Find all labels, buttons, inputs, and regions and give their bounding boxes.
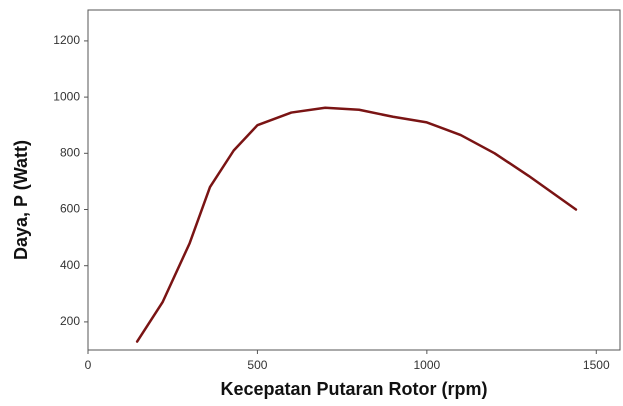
y-tick-label: 1000: [53, 89, 80, 103]
y-axis-label: Daya, P (Watt): [11, 140, 31, 260]
x-tick-label: 1500: [583, 358, 610, 372]
data-line: [135, 106, 578, 343]
x-tick-label: 1000: [414, 358, 441, 372]
x-tick-label: 0: [85, 358, 92, 372]
y-tick-label: 200: [60, 314, 80, 328]
x-axis-label: Kecepatan Putaran Rotor (rpm): [220, 379, 487, 399]
y-tick-label: 600: [60, 202, 80, 216]
y-tick-label: 800: [60, 145, 80, 159]
y-tick-label: 400: [60, 258, 80, 272]
x-tick-label: 500: [247, 358, 267, 372]
plot-frame: [87, 9, 621, 351]
y-tick-label: 1200: [53, 33, 80, 47]
